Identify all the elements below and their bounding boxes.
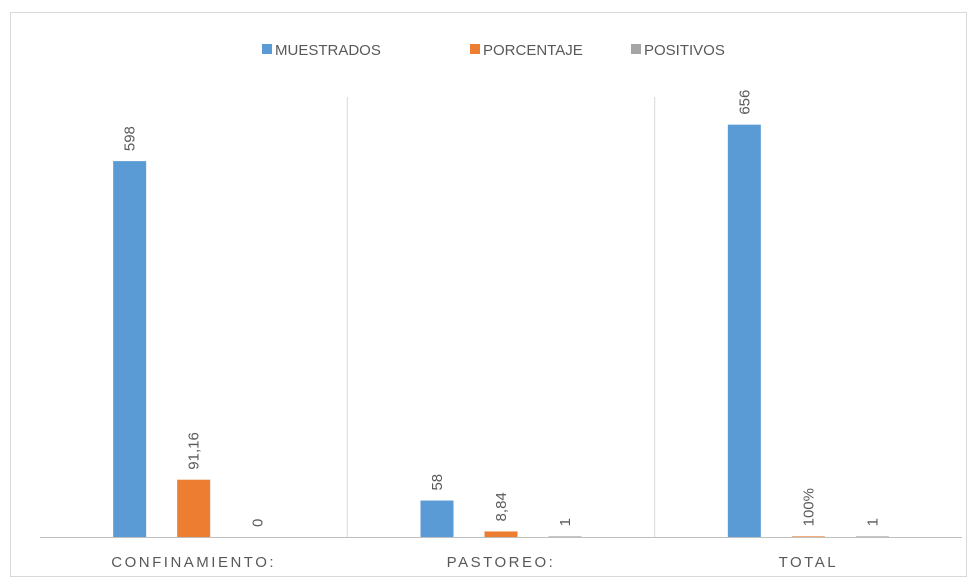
x-tick-label: PASTOREO: <box>447 554 556 571</box>
value-label: 91,16 <box>186 432 203 470</box>
value-label: 8,84 <box>493 492 510 521</box>
x-tick-label: TOTAL <box>779 554 838 571</box>
legend-swatch <box>262 44 272 54</box>
bar <box>113 161 147 537</box>
value-label: 0 <box>250 519 267 527</box>
value-label: 58 <box>429 474 446 491</box>
bar <box>727 124 761 538</box>
value-label: 656 <box>736 90 753 115</box>
bar <box>791 536 825 537</box>
legend-label: MUESTRADOS <box>275 42 381 59</box>
value-label: 100% <box>800 488 817 526</box>
bar <box>177 479 211 537</box>
bar <box>484 531 518 537</box>
value-label: 1 <box>557 518 574 526</box>
bar <box>548 536 582 537</box>
legend-label: PORCENTAJE <box>483 42 583 59</box>
legend-swatch <box>631 44 641 54</box>
value-label: 1 <box>864 518 881 526</box>
legend-label: POSITIVOS <box>644 42 725 59</box>
value-label: 598 <box>122 126 139 151</box>
bar <box>420 500 454 537</box>
x-tick-label: CONFINAMIENTO: <box>111 554 276 571</box>
bar <box>855 536 889 537</box>
chart-frame <box>10 12 967 577</box>
legend-swatch <box>470 44 480 54</box>
